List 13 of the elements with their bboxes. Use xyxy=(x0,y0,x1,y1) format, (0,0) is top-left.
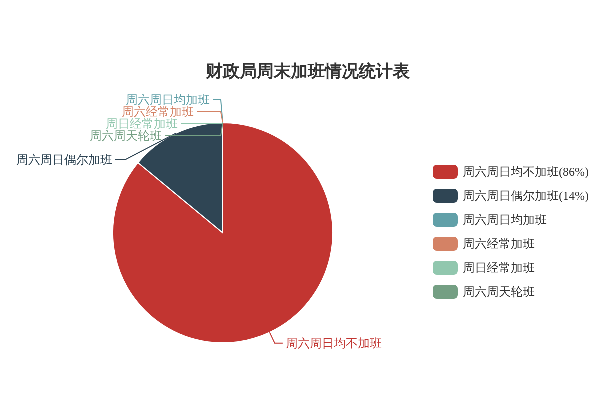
legend-label: 周六周天轮班 xyxy=(463,284,535,300)
data-label: 周六周日均不加班 xyxy=(286,336,382,351)
text: 周六经常加班 xyxy=(122,105,194,120)
legend-label: 周日经常加班 xyxy=(463,260,535,276)
chart-title: 财政局周末加班情况统计表 xyxy=(204,61,411,83)
text: 周六周天轮班 xyxy=(90,129,162,144)
legend-label: 周六周日均不加班(86%) xyxy=(463,164,589,180)
data-label: 周六周日偶尔加班 xyxy=(16,153,112,168)
text: 周六周日均加班 xyxy=(126,93,210,108)
legend-label: 周六周日均加班 xyxy=(463,212,547,228)
text: 周日经常加班 xyxy=(106,117,178,132)
legend-label: 周六周日偶尔加班(14%) xyxy=(463,188,589,204)
legend-label: 周六经常加班 xyxy=(463,236,535,252)
